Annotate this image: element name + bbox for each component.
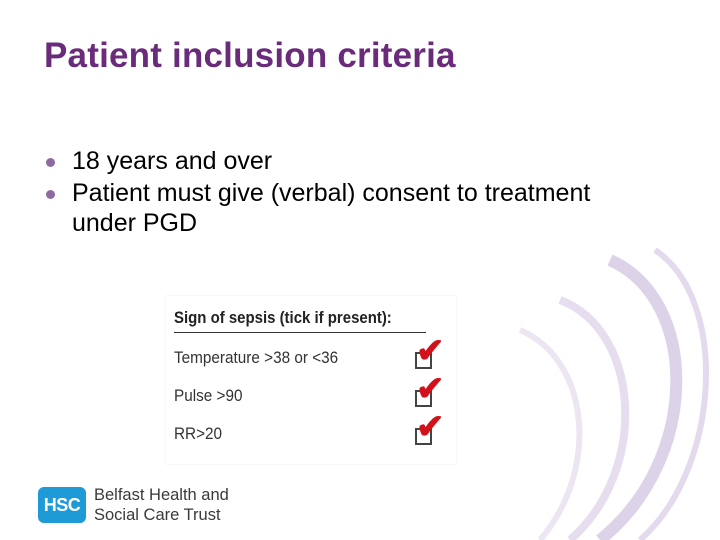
bullet-dot-icon [46,158,55,167]
sepsis-item-temperature: Temperature >38 or <36 [174,348,339,367]
checkmark-icon: ✔ [416,370,445,408]
criteria-item-consent: Patient must give (verbal) consent to tr… [46,178,646,238]
org-name-line2: Social Care Trust [94,506,221,524]
criteria-list: 18 years and over Patient must give (ver… [46,146,646,240]
org-name: Belfast Health and Social Care Trust [94,485,229,525]
sepsis-checklist-image: Sign of sepsis (tick if present): Temper… [166,296,456,464]
hsc-badge-text: HSC [43,495,81,515]
checkbox-icon [415,352,432,369]
checkbox-icon [415,390,432,407]
criteria-text: Patient must give (verbal) consent to tr… [72,179,591,237]
criteria-item-age: 18 years and over [46,146,646,176]
sepsis-item-rr: RR>20 [174,424,223,443]
checkbox-icon [415,428,432,445]
bullet-dot-icon [46,190,55,199]
sepsis-item-pulse: Pulse >90 [174,386,243,405]
checkmark-icon: ✔ [416,332,445,370]
org-name-line1: Belfast Health and [94,486,229,504]
trust-logo: HSC Belfast Health and Social Care Trust [38,485,238,527]
checkmark-icon: ✔ [416,408,445,446]
hsc-badge: HSC [38,487,86,523]
title-underline [174,332,426,333]
slide-title: Patient inclusion criteria [44,36,456,75]
criteria-text: 18 years and over [72,147,273,175]
sepsis-title: Sign of sepsis (tick if present): [174,308,392,327]
